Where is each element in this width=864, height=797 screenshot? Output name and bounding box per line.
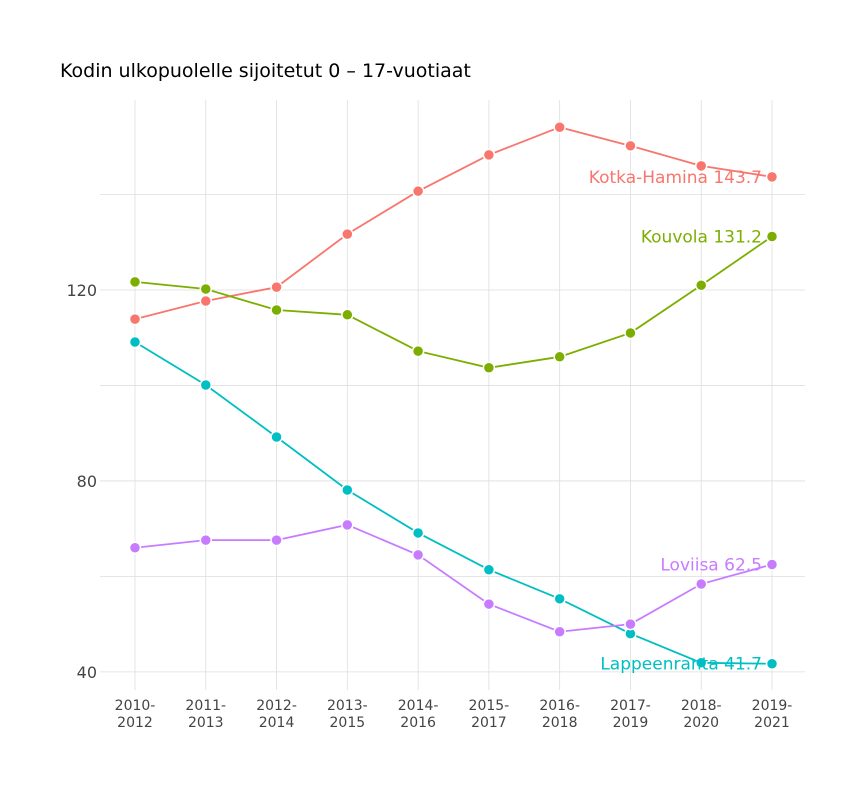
data-point xyxy=(270,533,283,547)
data-point xyxy=(199,533,213,547)
series-kotka-hamina: Kotka-Hamina 143.7 xyxy=(128,120,779,326)
data-point xyxy=(411,526,425,540)
series-line xyxy=(134,523,773,633)
series-line xyxy=(134,235,773,369)
y-tick-label: 120 xyxy=(66,281,97,300)
data-point xyxy=(553,592,566,606)
series-lappeenranta: Lappeenranta 41.7 xyxy=(128,335,779,675)
y-tick-label: 40 xyxy=(77,663,97,682)
data-point xyxy=(624,139,637,153)
x-tick-label: 2016-2018 xyxy=(539,698,580,731)
end-label: Kouvola 131.2 xyxy=(641,228,762,248)
data-point xyxy=(553,350,566,364)
data-point xyxy=(270,303,283,317)
data-point xyxy=(128,275,142,289)
data-point xyxy=(341,308,354,322)
data-point xyxy=(553,625,566,639)
series-kouvola: Kouvola 131.2 xyxy=(128,228,779,375)
series: Kotka-Hamina 143.7 Kouvola 131.2 Lappeenra… xyxy=(128,120,779,675)
x-tick-label: 2013-2015 xyxy=(327,698,368,731)
data-point xyxy=(270,280,283,294)
x-tick-label: 2010-2012 xyxy=(115,698,156,731)
data-point xyxy=(765,230,779,243)
data-point xyxy=(694,278,708,292)
data-point xyxy=(341,483,354,497)
data-point xyxy=(694,656,708,670)
x-tick-label: 2014-2016 xyxy=(398,698,439,731)
data-point xyxy=(482,148,496,162)
data-point xyxy=(624,326,637,340)
data-point xyxy=(128,335,142,349)
data-point xyxy=(199,378,213,392)
axes: 40 80 120 2010-2012 2011-2013 2012-2014 2013-2… xyxy=(66,281,792,731)
data-point xyxy=(128,541,142,555)
data-point xyxy=(482,597,496,611)
data-point xyxy=(765,170,779,184)
data-point xyxy=(482,563,496,576)
data-point xyxy=(765,558,779,571)
end-label: Lappeenranta 41.7 xyxy=(600,655,762,675)
data-point xyxy=(765,657,779,670)
end-label: Kotka-Hamina 143.7 xyxy=(589,168,762,188)
data-point xyxy=(270,430,283,444)
x-tick-label: 2018-2020 xyxy=(681,698,722,731)
x-tick-label: 2011-2013 xyxy=(185,698,226,731)
data-point xyxy=(341,518,354,532)
x-tick-label: 2017-2019 xyxy=(610,698,651,731)
data-point xyxy=(411,184,425,198)
data-point xyxy=(128,312,142,326)
end-label: Loviisa 62.5 xyxy=(660,555,762,575)
data-point xyxy=(694,159,708,173)
data-point xyxy=(411,344,425,358)
data-point xyxy=(694,577,708,591)
data-point xyxy=(553,120,566,134)
x-tick-label: 2015-2017 xyxy=(469,698,510,731)
data-point xyxy=(199,294,213,308)
y-tick-label: 80 xyxy=(77,472,97,491)
x-tick-label: 2012-2014 xyxy=(256,698,297,731)
series-line xyxy=(134,126,773,320)
data-point xyxy=(199,282,213,296)
data-point xyxy=(624,617,637,631)
grid xyxy=(100,100,805,690)
data-point xyxy=(341,227,354,241)
series-line xyxy=(134,341,773,665)
data-point xyxy=(411,548,425,562)
x-tick-label: 2019-2021 xyxy=(752,698,793,731)
data-point xyxy=(482,361,496,375)
chart-title: Kodin ulkopuolelle sijoitetut 0 – 17-vuo… xyxy=(60,60,471,82)
series-loviisa: Loviisa 62.5 xyxy=(128,518,779,639)
